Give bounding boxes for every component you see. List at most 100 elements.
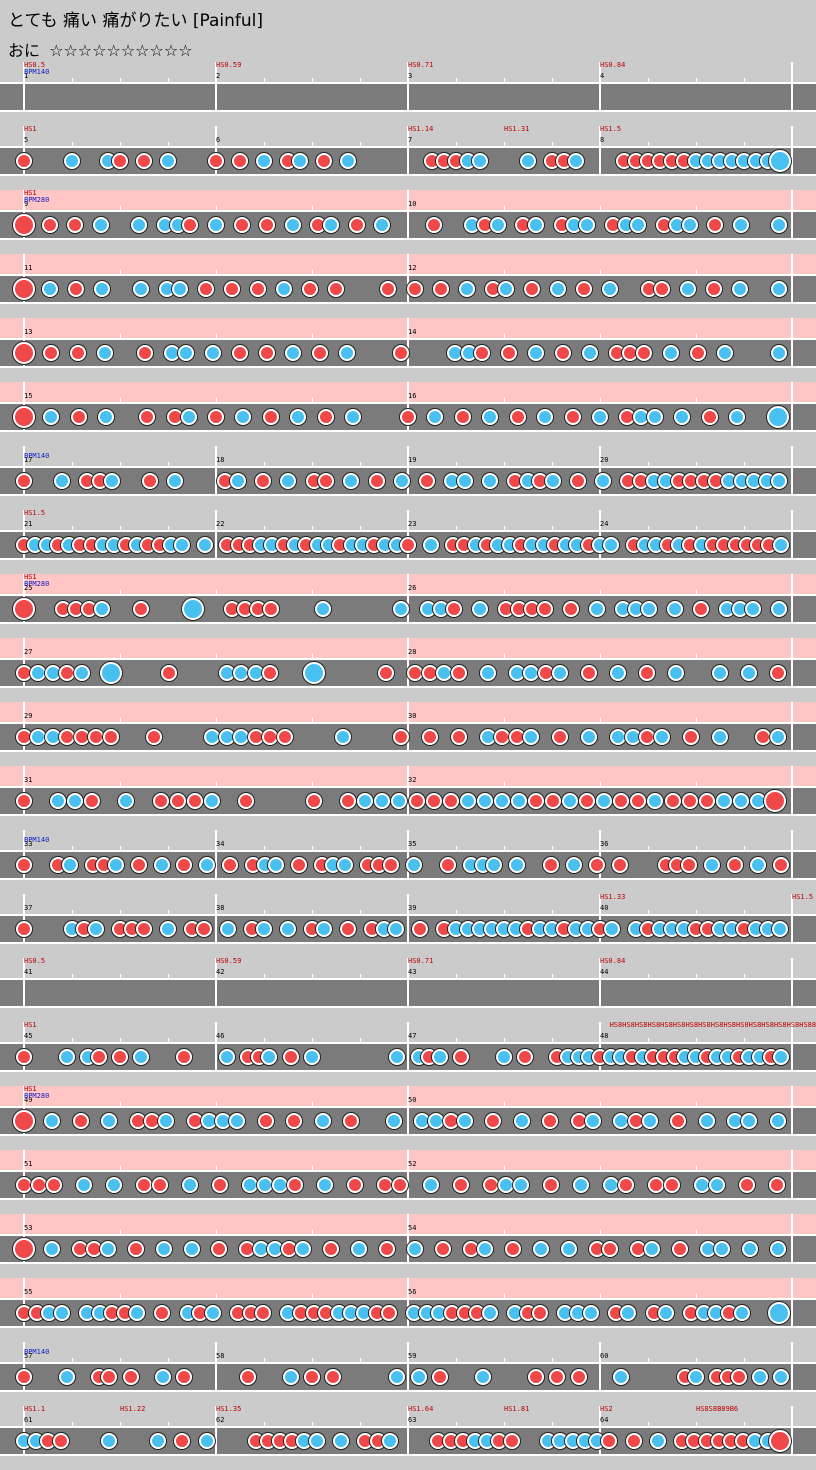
ka-note <box>772 537 789 553</box>
measure-number: 32 <box>408 776 417 784</box>
measure-number: 16 <box>408 392 417 400</box>
measure-bar-line <box>407 1342 409 1392</box>
beat-tick <box>648 974 649 978</box>
ka-note <box>172 281 189 297</box>
ka-note <box>167 473 184 489</box>
don-note <box>317 409 334 425</box>
beat-tick <box>648 78 649 82</box>
measure-number: 14 <box>408 328 417 336</box>
don-note <box>240 1369 256 1385</box>
measure-bar-line <box>599 62 601 112</box>
beat-tick <box>168 142 169 146</box>
measure-bar-line <box>791 1214 793 1264</box>
measure-number: 19 <box>408 456 417 464</box>
ka-note <box>374 793 391 809</box>
ka-note <box>741 1113 758 1129</box>
beat-tick <box>168 846 169 850</box>
ka-note <box>50 793 67 809</box>
ka-note <box>711 665 728 681</box>
ka-note <box>284 217 301 233</box>
measure-bar-line <box>215 830 217 880</box>
beat-tick <box>600 1294 601 1298</box>
beat-tick <box>744 526 745 530</box>
don-note <box>680 857 697 873</box>
ka-note <box>393 601 410 617</box>
don-note <box>233 217 250 233</box>
measure-number: 60 <box>600 1352 609 1360</box>
ka-note <box>261 1049 278 1065</box>
bpm-label: BPM140 <box>24 1348 50 1356</box>
measure-number: 29 <box>24 712 33 720</box>
beat-tick <box>312 334 313 338</box>
don-note <box>453 1049 470 1065</box>
ka-note <box>641 1113 658 1129</box>
ka-note <box>481 473 498 489</box>
beat-tick <box>696 1166 697 1170</box>
measure-number: 64 <box>600 1416 609 1424</box>
don-note <box>549 1369 566 1385</box>
don-note <box>102 729 119 745</box>
measure-number: 58 <box>216 1352 225 1360</box>
measure-number: 21 <box>24 520 33 528</box>
measure-bar-line <box>23 766 25 816</box>
ka-note <box>770 281 787 297</box>
measure-bar-line <box>407 894 409 944</box>
don-note <box>348 217 365 233</box>
ka-note <box>456 1113 473 1129</box>
ka-note <box>131 217 148 233</box>
measure-number: 28 <box>408 648 417 656</box>
ka-note <box>58 1369 75 1385</box>
ka-note <box>644 1241 661 1257</box>
don-note <box>581 665 598 681</box>
beat-tick <box>312 462 313 466</box>
bpm-label: BPM140 <box>24 452 50 460</box>
measure-number: 63 <box>408 1416 417 1424</box>
don-note <box>452 1177 469 1193</box>
ka-big-note <box>302 662 325 684</box>
ka-note <box>76 1177 93 1193</box>
don-note <box>425 793 442 809</box>
beat-tick <box>120 142 121 146</box>
don-note <box>368 473 385 489</box>
ka-note <box>668 665 685 681</box>
measure-number: 15 <box>24 392 33 400</box>
ka-note <box>459 793 476 809</box>
ka-note <box>613 1369 630 1385</box>
ka-note <box>620 1305 637 1321</box>
ka-note <box>285 345 302 361</box>
measure-bar-line <box>791 62 793 112</box>
beat-tick <box>744 462 745 466</box>
ka-note <box>53 473 70 489</box>
don-note <box>536 601 553 617</box>
don-note <box>137 345 154 361</box>
don-note <box>517 1049 534 1065</box>
scroll-speed-label: HS1.5 <box>600 125 622 133</box>
don-big-note <box>13 1110 35 1132</box>
ka-note <box>64 153 80 169</box>
ka-note <box>158 1113 175 1129</box>
measure-number: 33 <box>24 840 33 848</box>
ka-note <box>703 857 720 873</box>
beat-tick <box>696 718 697 722</box>
measure-bar-line <box>23 830 25 880</box>
don-note <box>769 665 786 681</box>
don-note <box>701 409 718 425</box>
ka-note <box>229 1113 246 1129</box>
don-note <box>601 1433 618 1449</box>
ka-note <box>295 1241 312 1257</box>
ka-note <box>204 345 221 361</box>
beat-tick <box>360 1422 361 1426</box>
beat-tick <box>456 974 457 978</box>
beat-tick <box>600 1102 601 1106</box>
beat-tick <box>456 1422 457 1426</box>
ka-note <box>339 345 356 361</box>
beat-tick <box>312 206 313 210</box>
beat-tick <box>696 1038 697 1042</box>
ka-note <box>336 857 353 873</box>
don-note <box>454 409 471 425</box>
scroll-speed-label: HS1 <box>24 125 37 133</box>
beat-tick <box>120 270 121 274</box>
beat-tick <box>312 78 313 82</box>
ka-note <box>268 857 285 873</box>
don-note <box>31 1177 48 1193</box>
